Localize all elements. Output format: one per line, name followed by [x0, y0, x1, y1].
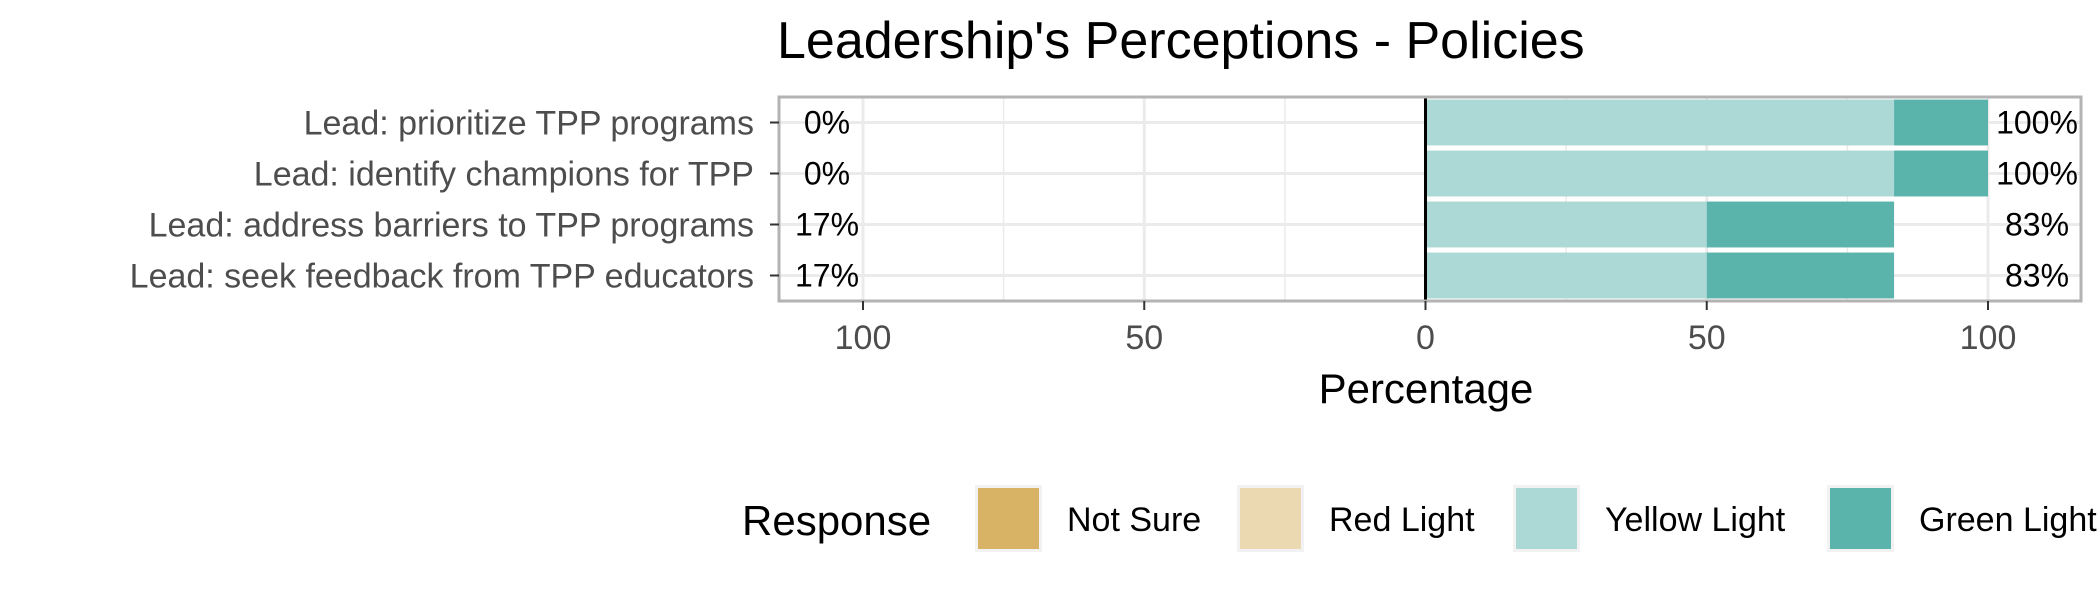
right-percent-label: 100% [1996, 156, 2078, 192]
legend-title: Response [742, 497, 931, 544]
legend-swatch-red-light [1240, 488, 1301, 549]
legend-swatch-yellow-light [1516, 488, 1577, 549]
x-tick-label: 50 [1125, 319, 1163, 357]
chart-title: Leadership's Perceptions - Policies [777, 12, 1585, 70]
bars [777, 95, 2083, 303]
legend-label: Yellow Light [1605, 501, 1786, 539]
panel-border [777, 95, 2083, 303]
bar-yellow-light [1425, 201, 1707, 248]
x-axis-ticks: 100 50 0 50 100 [835, 301, 2017, 357]
bar-green-light [1706, 201, 1895, 248]
left-percent-label: 17% [795, 207, 859, 243]
bar-green-light [1894, 150, 1988, 197]
x-axis-title: Percentage [1319, 365, 1534, 412]
left-percent-label: 0% [804, 156, 850, 192]
category-labels: Lead: prioritize TPP programs Lead: ident… [130, 105, 779, 296]
right-percent-label: 100% [1996, 105, 2078, 141]
category-label: Lead: seek feedback from TPP educators [130, 258, 754, 296]
category-label: Lead: identify champions for TPP [254, 156, 754, 194]
bar-yellow-light [1425, 99, 1895, 146]
legend-swatch-not-sure [978, 488, 1039, 549]
x-tick-label: 100 [1960, 319, 2017, 357]
legend-label: Not Sure [1067, 501, 1201, 539]
right-percent-label: 83% [2005, 207, 2069, 243]
x-tick-label: 50 [1688, 319, 1726, 357]
bar-green-light [1894, 99, 1988, 146]
right-percent-label: 83% [2005, 258, 2069, 294]
left-percent-label: 17% [795, 258, 859, 294]
category-label: Lead: prioritize TPP programs [304, 105, 754, 143]
left-percent-label: 0% [804, 105, 850, 141]
bar-yellow-light [1425, 252, 1707, 299]
legend: Response Not Sure Red Light Yellow Light Gr… [742, 485, 2097, 552]
x-tick-label: 100 [835, 319, 892, 357]
x-tick-label: 0 [1416, 319, 1435, 357]
category-label: Lead: address barriers to TPP programs [149, 207, 754, 245]
bar-yellow-light [1425, 150, 1895, 197]
legend-label: Red Light [1329, 501, 1475, 539]
bar-green-light [1706, 252, 1895, 299]
legend-label: Green Light [1919, 501, 2097, 539]
percent-labels: 0% 100% 0% 100% 17% 83% 17% 83% [795, 105, 2078, 294]
legend-swatch-green-light [1830, 488, 1891, 549]
